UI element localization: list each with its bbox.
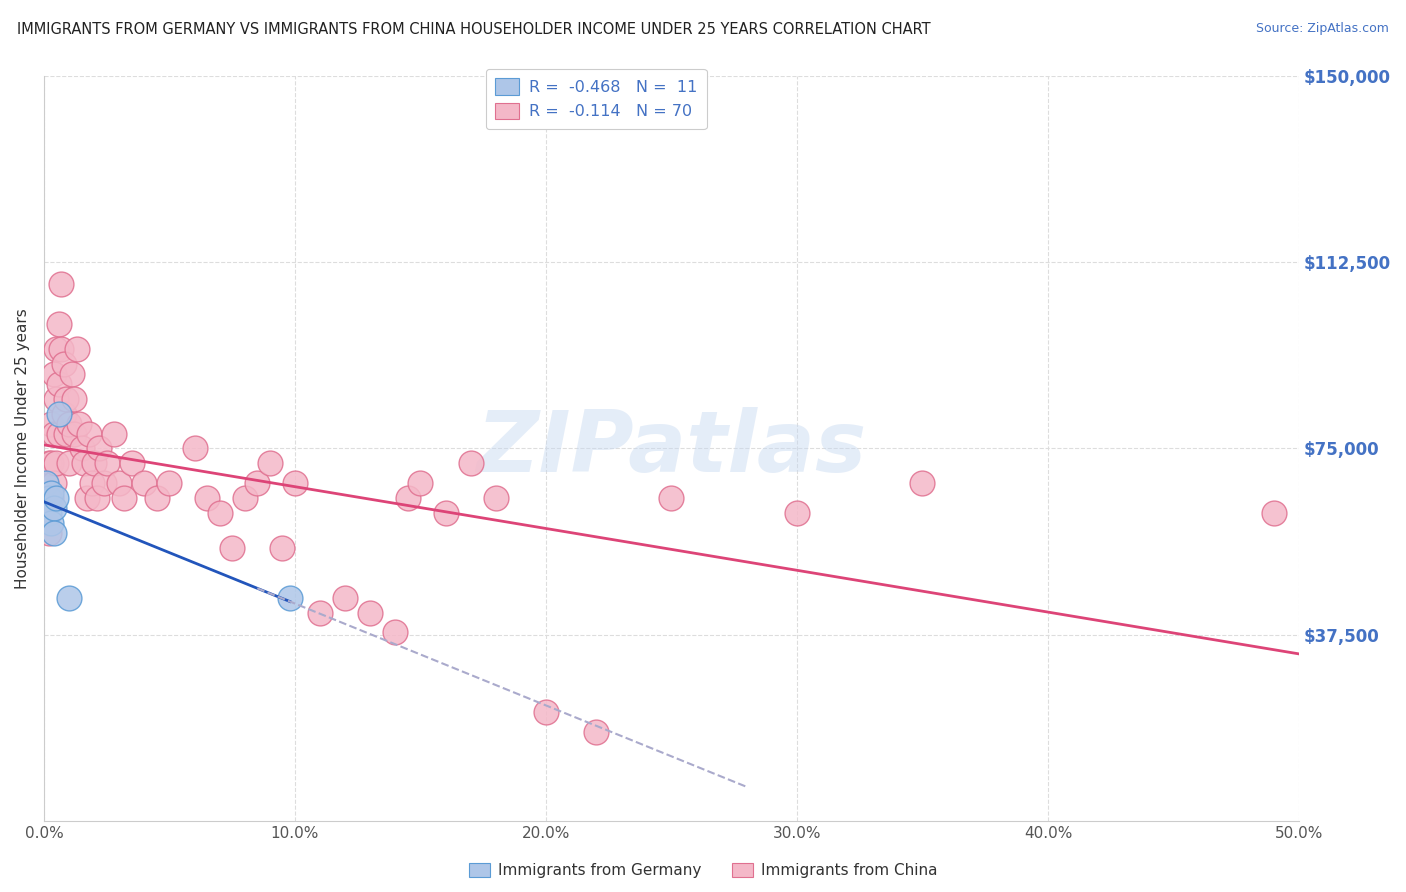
Point — [86, 491, 108, 506]
Point — [87, 442, 110, 456]
Point — [41, 491, 63, 506]
Legend: Immigrants from Germany, Immigrants from China: Immigrants from Germany, Immigrants from… — [463, 857, 943, 884]
Point — [93, 476, 115, 491]
Point — [45, 342, 67, 356]
Point — [278, 591, 301, 605]
Point — [359, 606, 381, 620]
Point — [35, 516, 58, 530]
Legend: R =  -0.468   N =  11, R =  -0.114   N = 70: R = -0.468 N = 11, R = -0.114 N = 70 — [485, 69, 707, 128]
Point — [41, 516, 63, 530]
Point — [384, 625, 406, 640]
Point — [434, 506, 457, 520]
Point — [42, 501, 65, 516]
Point — [103, 426, 125, 441]
Point — [246, 476, 269, 491]
Point — [208, 506, 231, 520]
Point — [52, 357, 75, 371]
Point — [45, 392, 67, 406]
Point — [76, 491, 98, 506]
Text: IMMIGRANTS FROM GERMANY VS IMMIGRANTS FROM CHINA HOUSEHOLDER INCOME UNDER 25 YEA: IMMIGRANTS FROM GERMANY VS IMMIGRANTS FR… — [17, 22, 931, 37]
Point — [183, 442, 205, 456]
Point — [80, 476, 103, 491]
Point — [396, 491, 419, 506]
Point — [41, 417, 63, 431]
Point — [485, 491, 508, 506]
Point — [48, 317, 70, 331]
Point — [58, 591, 80, 605]
Point — [52, 407, 75, 421]
Point — [35, 476, 58, 491]
Point — [585, 725, 607, 739]
Point — [63, 426, 86, 441]
Point — [60, 367, 83, 381]
Point — [146, 491, 169, 506]
Point — [284, 476, 307, 491]
Point — [73, 457, 96, 471]
Point — [63, 392, 86, 406]
Point — [51, 342, 73, 356]
Point — [271, 541, 294, 555]
Point — [83, 457, 105, 471]
Point — [41, 457, 63, 471]
Point — [121, 457, 143, 471]
Point — [134, 476, 156, 491]
Point — [786, 506, 808, 520]
Text: ZIPatlas: ZIPatlas — [477, 407, 866, 490]
Point — [38, 526, 60, 541]
Point — [48, 426, 70, 441]
Point — [1263, 506, 1285, 520]
Point — [911, 476, 934, 491]
Point — [67, 417, 90, 431]
Point — [51, 277, 73, 292]
Point — [42, 476, 65, 491]
Point — [309, 606, 332, 620]
Y-axis label: Householder Income Under 25 years: Householder Income Under 25 years — [15, 308, 30, 589]
Point — [96, 457, 118, 471]
Point — [41, 486, 63, 500]
Point — [221, 541, 243, 555]
Point — [38, 457, 60, 471]
Point — [534, 705, 557, 719]
Point — [45, 491, 67, 506]
Point — [409, 476, 432, 491]
Point — [65, 342, 87, 356]
Point — [70, 442, 93, 456]
Point — [661, 491, 683, 506]
Point — [35, 476, 58, 491]
Point — [55, 426, 77, 441]
Point — [195, 491, 218, 506]
Point — [58, 417, 80, 431]
Point — [48, 407, 70, 421]
Point — [108, 476, 131, 491]
Point — [55, 392, 77, 406]
Point — [38, 506, 60, 520]
Point — [259, 457, 281, 471]
Point — [42, 526, 65, 541]
Point — [112, 491, 135, 506]
Point — [45, 457, 67, 471]
Point — [233, 491, 256, 506]
Point — [77, 426, 100, 441]
Point — [333, 591, 356, 605]
Point — [38, 491, 60, 506]
Point — [42, 367, 65, 381]
Point — [48, 376, 70, 391]
Point — [42, 426, 65, 441]
Text: Source: ZipAtlas.com: Source: ZipAtlas.com — [1256, 22, 1389, 36]
Point — [460, 457, 482, 471]
Point — [157, 476, 180, 491]
Point — [58, 457, 80, 471]
